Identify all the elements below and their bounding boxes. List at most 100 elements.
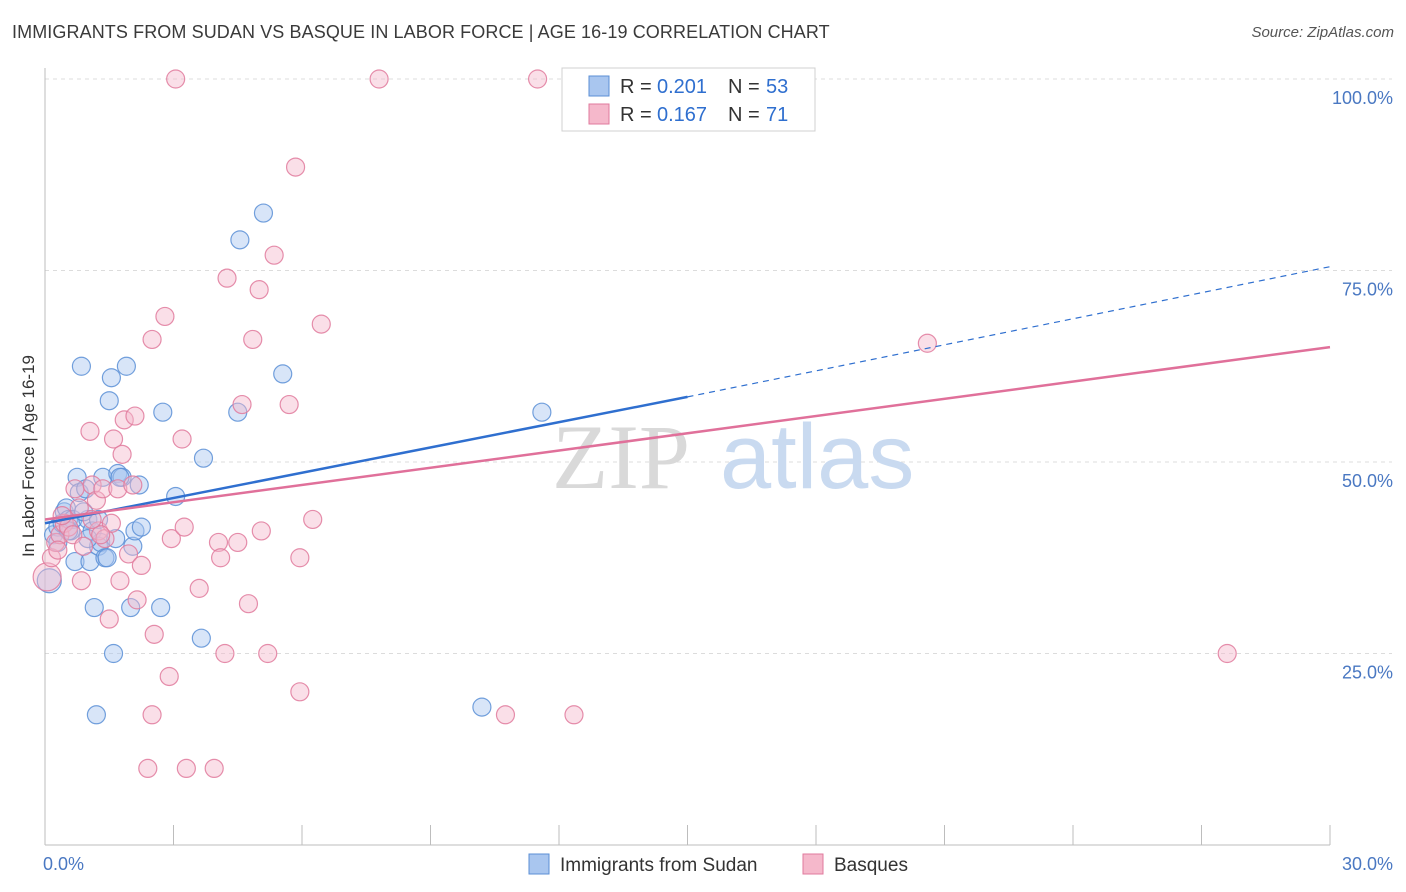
point-basques-48	[238, 594, 259, 614]
trend-layer	[44, 266, 1331, 525]
legend-n-label-sudan: N =	[728, 76, 760, 98]
point-basques-65	[917, 333, 937, 353]
point-sudan-41	[253, 203, 274, 223]
y-axis-title: In Labor Force | Age 16-19	[19, 355, 38, 557]
point-sudan-30	[121, 597, 141, 618]
x-tick-label-start: 0.0%	[43, 854, 84, 874]
point-basques-26	[125, 406, 145, 426]
point-basques-68	[91, 525, 111, 545]
point-sudan-16	[84, 597, 104, 618]
point-basques-46	[228, 532, 248, 553]
y-tick-label-100: 100.0%	[1332, 88, 1393, 108]
point-basques-31	[142, 329, 162, 350]
legend-r-value-basques: 0.167	[657, 104, 707, 126]
point-basques-35	[161, 528, 181, 549]
point-basques-1	[41, 548, 62, 568]
point-basques-58	[303, 509, 323, 530]
bottom-legend-swatch-basques	[802, 853, 824, 875]
point-basques-61	[495, 705, 516, 725]
legend-r-label-sudan: R =	[620, 76, 652, 98]
trend-line-sudan	[44, 395, 688, 525]
point-sudan-52	[131, 517, 151, 537]
point-basques-19	[103, 429, 124, 449]
point-sudan-29	[116, 356, 136, 376]
point-basques-56	[290, 682, 310, 702]
point-basques-23	[114, 410, 134, 430]
point-basques-0	[32, 562, 62, 592]
point-sudan-40	[230, 230, 250, 250]
point-basques-25	[123, 475, 143, 495]
bottom-legend-label-sudan: Immigrants from Sudan	[560, 855, 757, 876]
point-basques-9	[71, 571, 92, 591]
point-basques-33	[155, 306, 175, 327]
y-tick-label-50: 50.0%	[1342, 471, 1393, 491]
point-sudan-38	[193, 448, 214, 468]
stats-legend: R = 0.201 N = 53 R = 0.167 N = 71	[561, 67, 816, 132]
point-basques-11	[80, 421, 100, 441]
legend-n-value-sudan: 53	[766, 76, 788, 98]
point-basques-53	[264, 245, 284, 265]
point-basques-32	[144, 624, 164, 644]
point-basques-36	[166, 69, 186, 89]
point-sudan-42	[273, 364, 293, 384]
point-basques-54	[279, 394, 299, 415]
point-basques-12	[82, 475, 102, 495]
grid-layer	[45, 78, 1392, 654]
point-basques-47	[232, 394, 252, 415]
point-basques-30	[142, 705, 162, 725]
point-sudan-34	[151, 597, 171, 618]
point-sudan-35	[153, 402, 173, 422]
point-basques-57	[290, 548, 310, 568]
chart-source: Source: ZipAtlas.com	[1251, 24, 1394, 41]
point-basques-22	[112, 444, 132, 464]
legend-r-value-sudan: 0.201	[657, 76, 707, 98]
point-sudan-37	[191, 628, 211, 648]
point-basques-29	[138, 758, 158, 779]
watermark-zip: ZIP	[552, 406, 690, 508]
legend-n-value-basques: 71	[766, 104, 788, 126]
point-sudan-50	[88, 509, 109, 530]
point-basques-39	[176, 758, 196, 779]
watermark: ZIP atlas	[552, 406, 914, 508]
chart-title: IMMIGRANTS FROM SUDAN VS BASQUE IN LABOR…	[12, 22, 830, 42]
point-basques-28	[131, 555, 151, 576]
point-sudan-22	[97, 548, 117, 568]
point-basques-27	[127, 590, 147, 610]
point-basques-55	[285, 157, 306, 177]
point-sudan-26	[106, 528, 126, 549]
point-basques-44	[215, 643, 235, 664]
point-basques-45	[217, 268, 237, 288]
bottom-legend-swatch-sudan	[528, 853, 550, 875]
point-basques-40	[189, 578, 209, 598]
point-basques-50	[249, 280, 269, 300]
point-basques-41	[204, 758, 224, 779]
point-basques-24	[118, 544, 139, 564]
point-sudan-20	[93, 467, 113, 487]
point-sudan-25	[103, 643, 124, 664]
point-basques-7	[65, 479, 85, 499]
point-basques-38	[174, 517, 194, 537]
bottom-legend-label-basques: Basques	[834, 855, 908, 876]
point-basques-17	[99, 609, 119, 629]
trend-line-basques	[44, 345, 1331, 521]
point-sudan-24	[101, 368, 121, 388]
point-basques-69	[48, 540, 68, 560]
axis-layer: 25.0% 50.0% 75.0% 100.0% 0.0% 30.0%	[43, 68, 1393, 874]
point-basques-37	[172, 429, 192, 449]
point-sudan-23	[99, 391, 119, 411]
point-basques-66	[1217, 643, 1237, 664]
point-sudan-9	[65, 551, 85, 572]
point-basques-43	[211, 548, 231, 568]
point-basques-62	[527, 69, 548, 89]
y-tick-label-75: 75.0%	[1342, 280, 1393, 300]
trend-line-sudan-extension	[687, 266, 1331, 398]
legend-r-label-basques: R =	[620, 104, 652, 126]
point-basques-51	[251, 521, 271, 541]
point-sudan-0	[36, 568, 62, 594]
legend-swatch-sudan	[588, 75, 610, 97]
point-basques-15	[93, 479, 113, 499]
point-sudan-33	[129, 475, 149, 495]
point-basques-52	[258, 643, 278, 664]
point-basques-21	[110, 571, 130, 591]
